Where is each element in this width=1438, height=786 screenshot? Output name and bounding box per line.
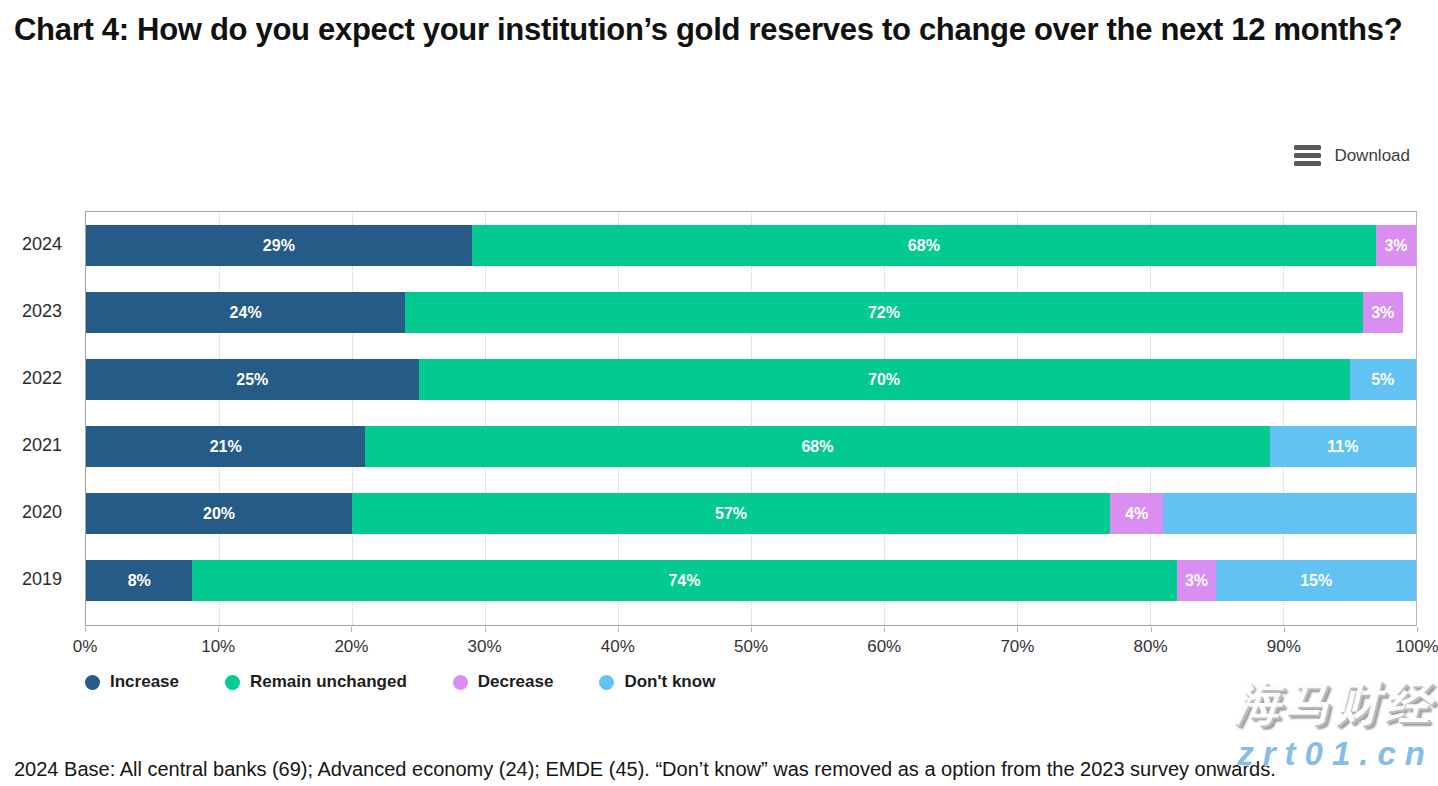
bar-value-label: 25%	[236, 371, 268, 389]
legend-label: Remain unchanged	[250, 672, 407, 692]
bar-segment-2021-remain-unchanged[interactable]: 68%	[365, 426, 1269, 467]
x-tick-label-0: 0%	[73, 637, 98, 657]
bar-segment-2019-don-t-know[interactable]: 15%	[1216, 560, 1416, 601]
bar-row-2023: 24% 72% 3%	[86, 292, 1416, 333]
legend-item-increase[interactable]: Increase	[85, 672, 179, 692]
bar-value-label: 4%	[1125, 505, 1148, 523]
legend-label: Decrease	[478, 672, 554, 692]
bar-row-2019: 8% 74% 3% 15%	[86, 560, 1416, 601]
bar-segment-2023-remain-unchanged[interactable]: 72%	[405, 292, 1363, 333]
x-tick-mark	[85, 627, 86, 632]
page: Chart 4: How do you expect your institut…	[0, 0, 1438, 786]
chart-title: Chart 4: How do you expect your institut…	[14, 6, 1412, 54]
bar-value-label: 15%	[1300, 572, 1332, 590]
x-tick-label-100: 100%	[1395, 637, 1438, 657]
x-axis: 0%10%20%30%40%50%60%70%80%90%100%	[85, 627, 1417, 671]
legend-dot-increase	[85, 675, 100, 690]
bar-row-2020: 20% 57% 4%	[86, 493, 1416, 534]
bar-segment-2021-increase[interactable]: 21%	[86, 426, 365, 467]
x-tick-label-80: 80%	[1134, 637, 1168, 657]
download-menu-icon	[1294, 142, 1321, 169]
x-tick-label-60: 60%	[867, 637, 901, 657]
legend-label: Don't know	[624, 672, 715, 692]
bar-segment-2024-decrease[interactable]: 3%	[1376, 225, 1416, 266]
legend-item-remain-unchanged[interactable]: Remain unchanged	[225, 672, 407, 692]
legend-dot-remain-unchanged	[225, 675, 240, 690]
legend-item-decrease[interactable]: Decrease	[453, 672, 554, 692]
y-axis-label-2024: 2024	[0, 224, 62, 265]
bar-segment-2019-decrease[interactable]: 3%	[1177, 560, 1217, 601]
stacked-bar-chart: 2024 2023 2022 2021 2020 2019 29% 68% 3% 24% 72% 3…	[0, 211, 1438, 681]
bar-segment-2023-decrease[interactable]: 3%	[1363, 292, 1403, 333]
bar-value-label: 68%	[801, 438, 833, 456]
x-tick-mark	[218, 627, 219, 632]
bar-value-label: 70%	[868, 371, 900, 389]
gridline	[1416, 212, 1417, 625]
bar-value-label: 72%	[868, 304, 900, 322]
x-tick-mark	[751, 627, 752, 632]
x-tick-mark	[485, 627, 486, 632]
legend-dot-don-t-know	[599, 675, 614, 690]
x-tick-label-50: 50%	[734, 637, 768, 657]
legend: Increase Remain unchanged Decrease Don't kn…	[85, 672, 715, 692]
bar-segment-2020-decrease[interactable]: 4%	[1110, 493, 1163, 534]
bar-segment-2020-remain-unchanged[interactable]: 57%	[352, 493, 1110, 534]
x-tick-mark	[1017, 627, 1018, 632]
download-label: Download	[1334, 146, 1410, 166]
bar-row-2021: 21% 68% 11%	[86, 426, 1416, 467]
x-tick-mark	[1151, 627, 1152, 632]
watermark-text-cn: 海马财经	[1234, 672, 1434, 734]
x-tick-label-20: 20%	[334, 637, 368, 657]
legend-label: Increase	[110, 672, 179, 692]
x-tick-label-40: 40%	[601, 637, 635, 657]
legend-item-don-t-know[interactable]: Don't know	[599, 672, 715, 692]
bar-segment-2024-remain-unchanged[interactable]: 68%	[472, 225, 1376, 266]
y-axis-label-2020: 2020	[0, 492, 62, 533]
bar-row-2024: 29% 68% 3%	[86, 225, 1416, 266]
footnote: 2024 Base: All central banks (69); Advan…	[14, 758, 1434, 781]
bar-value-label: 11%	[1327, 438, 1358, 456]
x-tick-label-70: 70%	[1000, 637, 1034, 657]
bar-value-label: 24%	[230, 304, 262, 322]
bar-segment-2022-don-t-know[interactable]: 5%	[1350, 359, 1417, 400]
plot-area: 29% 68% 3% 24% 72% 3% 25% 70% 5% 21% 68% 11% 20% 57% 4…	[85, 211, 1417, 626]
bar-value-label: 3%	[1384, 237, 1407, 255]
x-tick-mark	[1417, 627, 1418, 632]
bar-segment-2020-increase[interactable]: 20%	[86, 493, 352, 534]
y-axis-label-2022: 2022	[0, 358, 62, 399]
bar-value-label: 5%	[1371, 371, 1394, 389]
y-axis-label-2023: 2023	[0, 291, 62, 332]
y-axis-label-2019: 2019	[0, 559, 62, 600]
bar-segment-2019-remain-unchanged[interactable]: 74%	[192, 560, 1176, 601]
bar-value-label: 20%	[203, 505, 235, 523]
bar-segment-2020-don-t-know[interactable]	[1163, 493, 1416, 534]
bar-value-label: 8%	[128, 572, 151, 590]
bar-row-2022: 25% 70% 5%	[86, 359, 1416, 400]
x-tick-label-10: 10%	[201, 637, 235, 657]
x-tick-label-30: 30%	[468, 637, 502, 657]
bar-segment-2022-increase[interactable]: 25%	[86, 359, 419, 400]
x-tick-label-90: 90%	[1267, 637, 1301, 657]
y-axis-label-2021: 2021	[0, 425, 62, 466]
x-tick-mark	[1284, 627, 1285, 632]
bar-segment-2023-increase[interactable]: 24%	[86, 292, 405, 333]
x-tick-mark	[618, 627, 619, 632]
bar-segment-2024-increase[interactable]: 29%	[86, 225, 472, 266]
bar-segment-2021-don-t-know[interactable]: 11%	[1270, 426, 1416, 467]
download-button[interactable]: Download	[1294, 142, 1410, 169]
bar-value-label: 3%	[1185, 572, 1208, 590]
x-tick-mark	[351, 627, 352, 632]
bar-value-label: 29%	[263, 237, 295, 255]
bar-segment-2022-remain-unchanged[interactable]: 70%	[419, 359, 1350, 400]
bar-value-label: 57%	[715, 505, 747, 523]
bar-value-label: 3%	[1371, 304, 1394, 322]
bar-value-label: 21%	[210, 438, 242, 456]
x-tick-mark	[884, 627, 885, 632]
bar-segment-2019-increase[interactable]: 8%	[86, 560, 192, 601]
bar-value-label: 68%	[908, 237, 940, 255]
legend-dot-decrease	[453, 675, 468, 690]
bar-value-label: 74%	[668, 572, 700, 590]
